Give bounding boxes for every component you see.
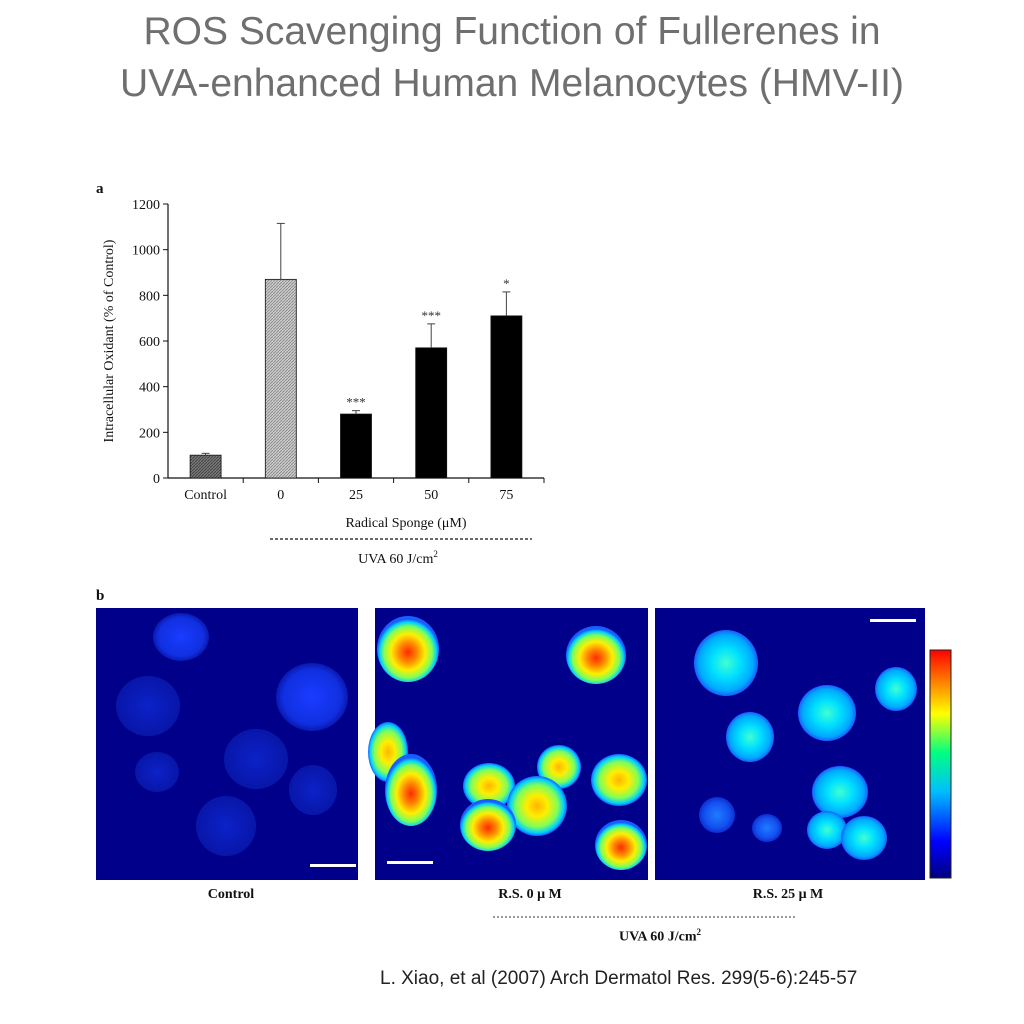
colorbar	[929, 649, 952, 879]
caption-rs0: R.S. 0 μ M	[498, 887, 562, 902]
bar-chart: 0 200 400 600 800 1000 1200 Intracellular Oxida…	[102, 198, 545, 531]
scale-bar	[870, 619, 916, 622]
y-tick-label: 1200	[132, 198, 160, 213]
title-line-1: ROS Scavenging Function of Fullerenes in	[143, 10, 881, 53]
panel-a-label: a	[96, 181, 104, 197]
y-tick-label: 800	[139, 289, 160, 304]
y-tick-label: 200	[139, 426, 160, 441]
y-tick-label: 600	[139, 335, 160, 350]
y-tick-label: 0	[153, 472, 160, 487]
group-label: UVA 60 J/cm2	[358, 549, 438, 567]
micrograph-control	[96, 608, 358, 880]
bar-75	[490, 315, 523, 479]
bar-0	[264, 278, 297, 479]
bar-50	[415, 347, 448, 479]
micrograph-rs0	[368, 608, 648, 880]
x-tick-label: 25	[349, 488, 363, 503]
caption-control: Control	[207, 887, 255, 902]
y-tick-label: 1000	[132, 244, 160, 259]
scale-bar	[387, 861, 433, 864]
significance-marker: ***	[421, 308, 441, 323]
citation: L. Xiao, et al (2007) Arch Dermatol Res.…	[380, 968, 858, 989]
significance-marker: *	[503, 276, 510, 291]
panel-b-label: b	[96, 588, 104, 604]
x-tick-label: 0	[277, 488, 284, 503]
group-label-b: UVA 60 J/cm2	[618, 927, 702, 945]
title-line-2: UVA-enhanced Human Melanocytes (HMV-II)	[120, 62, 904, 105]
caption-rs25: R.S. 25 μ M	[752, 887, 824, 902]
x-tick-label: Control	[184, 488, 227, 503]
bar-25	[340, 413, 372, 479]
figure-canvas: a 0 200 400 600 800 1000 1200 Intracellular Oxi…	[96, 181, 952, 918]
x-tick-label: 75	[499, 488, 513, 503]
micrograph-rs25	[655, 608, 925, 880]
significance-marker: ***	[346, 395, 366, 410]
y-axis-label: Intracellular Oxidant (% of Control)	[102, 239, 117, 442]
bar-Control	[189, 454, 222, 479]
x-axis-label: Radical Sponge (μM)	[345, 516, 466, 531]
y-tick-label: 400	[139, 381, 160, 396]
scale-bar	[310, 864, 356, 867]
x-tick-label: 50	[424, 488, 438, 503]
